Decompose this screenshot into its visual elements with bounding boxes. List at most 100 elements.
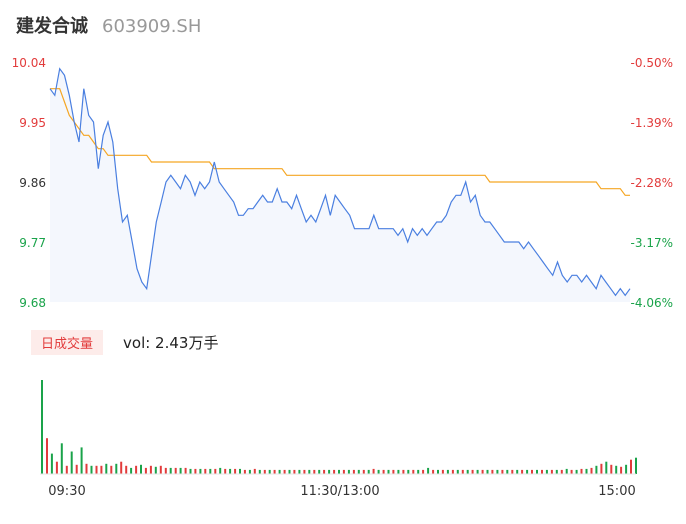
volume-bar: [501, 469, 504, 474]
volume-bar: [402, 469, 405, 474]
volume-bar: [234, 468, 237, 474]
volume-bar: [506, 469, 509, 474]
volume-bar: [570, 469, 573, 474]
volume-bar: [580, 468, 583, 474]
y-tick-left: 9.95: [19, 116, 46, 130]
volume-bar: [471, 469, 474, 474]
y-tick-right: -1.39%: [631, 116, 673, 130]
volume-bar: [55, 461, 58, 474]
volume-bar: [130, 467, 133, 474]
volume-bar: [333, 469, 336, 474]
volume-bar: [511, 469, 514, 474]
volume-bar: [555, 469, 558, 474]
volume-bar: [283, 469, 286, 474]
volume-bar: [199, 468, 202, 474]
avg-price-line: [50, 88, 630, 196]
volume-bar: [610, 464, 613, 474]
volume-bar: [179, 467, 182, 474]
volume-bar: [253, 468, 256, 474]
volume-bar: [565, 468, 568, 474]
volume-bar: [377, 469, 380, 474]
volume-row: 日成交量 vol: 2.43万手: [31, 330, 218, 355]
volume-bar: [194, 468, 197, 474]
volume-bar: [432, 469, 435, 474]
volume-bar: [347, 469, 350, 474]
volume-bar: [224, 468, 227, 474]
volume-bar: [90, 465, 93, 474]
volume-bar: [427, 467, 430, 474]
volume-bar: [298, 469, 301, 474]
volume-text: vol: 2.43万手: [123, 334, 219, 352]
volume-bar: [417, 469, 420, 474]
volume-bar: [243, 469, 246, 474]
volume-bar: [303, 469, 306, 474]
volume-bar: [590, 467, 593, 474]
volume-bar: [550, 469, 553, 474]
volume-bar: [595, 465, 598, 474]
stock-name: 建发合诚: [16, 16, 88, 37]
volume-bar: [397, 469, 400, 474]
x-tick: 09:30: [48, 484, 85, 499]
volume-bar: [46, 438, 48, 474]
volume-bar: [367, 469, 370, 474]
volume-bar: [110, 465, 113, 474]
volume-bar: [75, 464, 78, 474]
y-tick-right: -2.28%: [631, 176, 673, 190]
volume-bar: [278, 469, 281, 474]
volume-bar: [575, 469, 578, 474]
volume-bar: [100, 465, 103, 474]
volume-bar: [536, 469, 538, 474]
volume-bar: [318, 469, 321, 474]
volume-bar: [635, 457, 637, 474]
y-tick-right: -0.50%: [631, 56, 673, 70]
price-line: [49, 67, 631, 297]
volume-bar: [144, 467, 147, 474]
y-tick-left: 9.68: [19, 296, 46, 310]
y-tick-left: 9.77: [19, 236, 46, 250]
volume-bar: [184, 467, 187, 474]
volume-bar: [85, 463, 88, 474]
price-area: [50, 68, 630, 302]
volume-bar: [605, 461, 608, 474]
volume-bar: [496, 469, 499, 474]
volume-bar: [456, 469, 459, 474]
y-tick-right: -3.17%: [631, 236, 673, 250]
x-tick: 15:00: [598, 484, 635, 499]
volume-bar: [422, 469, 425, 474]
volume-bar: [362, 469, 365, 474]
y-tick-left: 9.86: [19, 176, 46, 190]
volume-bar: [630, 459, 632, 474]
volume-bar: [239, 468, 241, 474]
volume-bar: [446, 469, 449, 474]
volume-bar: [154, 466, 157, 474]
volume-bar: [620, 466, 623, 474]
volume-bar: [541, 469, 543, 474]
volume-bar: [209, 468, 212, 474]
volume-bar: [466, 469, 469, 474]
volume-bar: [204, 468, 207, 474]
volume-bar: [328, 469, 331, 474]
volume-bar: [229, 468, 232, 474]
volume-bar: [392, 469, 395, 474]
volume-bar: [461, 469, 464, 474]
volume-bar: [140, 464, 142, 474]
volume-bar: [41, 380, 43, 474]
volume-bar: [441, 469, 444, 474]
volume-tag[interactable]: 日成交量: [31, 330, 104, 355]
volume-bar: [560, 469, 563, 474]
volume-bar: [491, 469, 494, 474]
volume-bar: [625, 464, 628, 474]
volume-bar: [372, 468, 375, 474]
volume-bar: [407, 469, 410, 474]
volume-bar: [164, 467, 167, 474]
volume-bar: [521, 469, 524, 474]
volume-bar: [115, 463, 118, 474]
volume-bar: [169, 467, 172, 474]
stock-title: 建发合诚 603909.SH: [16, 12, 201, 40]
volume-bar: [268, 469, 271, 474]
stock-code: 603909.SH: [102, 16, 202, 37]
y-tick-left: 10.04: [12, 56, 46, 70]
volume-bar: [357, 469, 360, 474]
volume-bar: [273, 469, 276, 474]
